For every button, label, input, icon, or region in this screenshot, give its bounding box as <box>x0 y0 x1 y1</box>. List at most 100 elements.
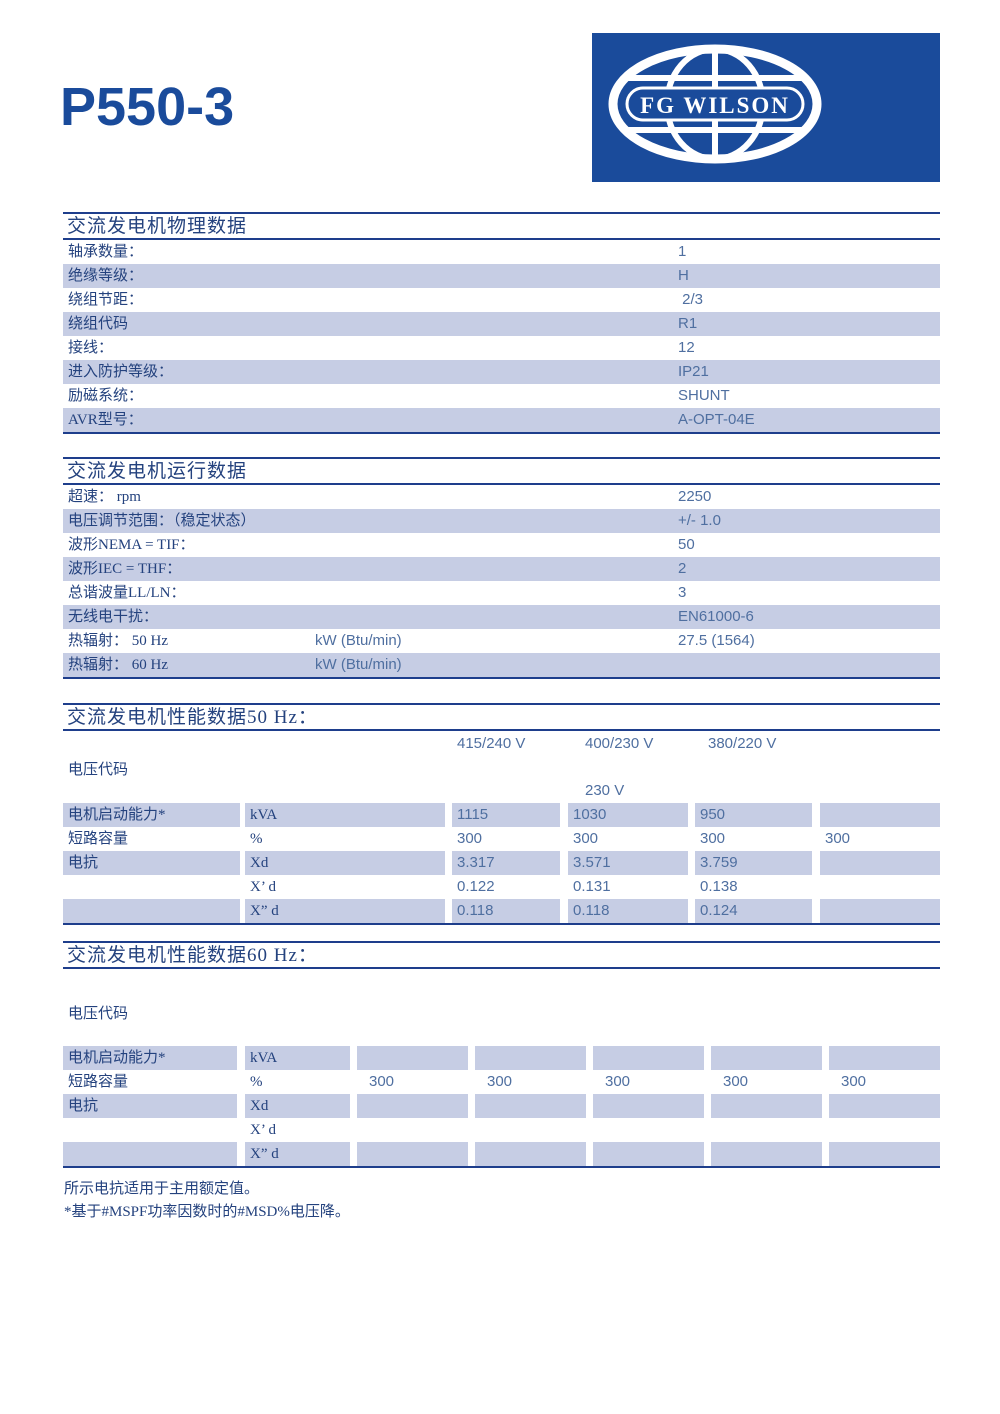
physical-data-list: 轴承数量： 1 绝缘等级： H 绕组节距： 2/3 绕组代码 R1 接线： 12… <box>63 240 940 434</box>
row-unit: % <box>250 1074 263 1090</box>
table-row: 绕组节距： 2/3 <box>63 288 940 312</box>
cell-value: 3.759 <box>695 851 812 875</box>
cell-value: 300 <box>369 1073 395 1090</box>
cell-value <box>593 1118 704 1142</box>
cell-value <box>820 803 940 827</box>
cell-value <box>829 1142 940 1166</box>
cell-value: 300 <box>841 1073 867 1090</box>
table-row: 轴承数量： 1 <box>63 240 940 264</box>
cell-value: 3.317 <box>452 851 560 875</box>
row-unit: kW (Btu/min) <box>315 632 402 649</box>
row-value: SHUNT <box>678 387 730 404</box>
cell-value: 0.118 <box>568 899 688 923</box>
row-label: 短路容量 <box>68 1074 129 1090</box>
section-physical-data: 交流发电机物理数据 轴承数量： 1 绝缘等级： H 绕组节距： 2/3 绕组代码… <box>63 212 940 434</box>
cell-value <box>711 1142 822 1166</box>
row-label: 波形NEMA = TIF： <box>68 537 195 553</box>
section-title: 交流发电机物理数据 <box>63 212 940 240</box>
section-performance-50hz: 交流发电机性能数据50 Hz： 415/240 V 400/230 V 380/… <box>63 703 940 925</box>
table-row: 热辐射： 50 Hz kW (Btu/min) 27.5 (1564) <box>63 629 940 653</box>
row-value: 27.5 (1564) <box>678 632 755 649</box>
performance-table-50hz: 电机启动能力* kVA 1115 1030 950 短路容量 % 300 300… <box>63 803 940 925</box>
cell-value: 3.571 <box>568 851 688 875</box>
row-unit: X’ d <box>250 1122 276 1138</box>
cell-value: 300 <box>605 1073 631 1090</box>
row-unit: Xd <box>245 851 445 875</box>
cell-value <box>829 1046 940 1070</box>
table-row: 总谐波量LL/LN： 3 <box>63 581 940 605</box>
voltage-code-label: 电压代码 <box>68 762 129 778</box>
row-value: IP21 <box>678 363 709 380</box>
cell-value: 0.118 <box>452 899 560 923</box>
table-row: 励磁系统： SHUNT <box>63 384 940 408</box>
row-value: H <box>678 267 689 284</box>
footnote-voltage-dip: *基于#MSPF功率因数时的#MSD%电压降。 <box>64 1204 350 1220</box>
table-row: 电机启动能力* kVA <box>63 1046 940 1070</box>
cell-value <box>593 1046 704 1070</box>
table-row: 电机启动能力* kVA 1115 1030 950 <box>63 803 940 827</box>
cell-value: 1115 <box>452 803 560 827</box>
cell-value: 300 <box>573 830 599 847</box>
cell-value: 0.122 <box>457 878 495 895</box>
row-label: 绕组节距： <box>68 292 144 308</box>
row-label: 波形IEC = THF： <box>68 561 182 577</box>
cell-value <box>711 1118 822 1142</box>
cell-value <box>829 1118 940 1142</box>
row-label <box>63 1118 237 1142</box>
row-unit: X” d <box>245 1142 350 1166</box>
row-label: 进入防护等级： <box>68 364 174 380</box>
voltage-column-header: 415/240 V <box>457 735 526 752</box>
table-row: 电抗 Xd <box>63 1094 940 1118</box>
table-row: 短路容量 % 300 300 300 300 <box>63 827 940 851</box>
cell-value <box>820 851 940 875</box>
row-unit: kVA <box>245 1046 350 1070</box>
table-row: X” d <box>63 1142 940 1166</box>
section-title: 交流发电机运行数据 <box>63 457 940 485</box>
row-label: 无线电干扰： <box>68 609 159 625</box>
globe-logo-icon: FG WILSON <box>592 33 940 182</box>
table-row: 电压调节范围：（稳定状态） +/- 1.0 <box>63 509 940 533</box>
row-value: 1 <box>678 243 687 260</box>
row-value: 2 <box>678 560 687 577</box>
footnote-reactance: 所示电抗适用于主用额定值。 <box>64 1181 260 1197</box>
table-row: 接线： 12 <box>63 336 940 360</box>
row-label: 总谐波量LL/LN： <box>68 585 186 601</box>
row-label: 热辐射： 60 Hz <box>68 657 168 673</box>
cell-value: 1030 <box>568 803 688 827</box>
operating-data-list: 超速： rpm 2250 电压调节范围：（稳定状态） +/- 1.0 波形NEM… <box>63 485 940 679</box>
cell-value <box>593 1142 704 1166</box>
row-label: 轴承数量： <box>68 244 144 260</box>
cell-value <box>357 1142 468 1166</box>
row-label: 电机启动能力* <box>63 1046 237 1070</box>
cell-value <box>820 899 940 923</box>
voltage-column-header: 380/220 V <box>708 735 777 752</box>
row-value: A-OPT-04E <box>678 411 755 428</box>
row-unit: kVA <box>245 803 445 827</box>
row-unit: % <box>250 831 263 847</box>
cell-value <box>475 1046 586 1070</box>
row-label <box>63 875 240 899</box>
cell-value <box>593 1094 704 1118</box>
cell-value: 0.138 <box>700 878 738 895</box>
table-row: X’ d 0.122 0.131 0.138 <box>63 875 940 899</box>
cell-value: 300 <box>825 830 851 847</box>
row-label: 绝缘等级： <box>68 268 144 284</box>
cell-value <box>357 1094 468 1118</box>
table-row: 电抗 Xd 3.317 3.571 3.759 <box>63 851 940 875</box>
cell-value <box>829 1094 940 1118</box>
row-unit: Xd <box>245 1094 350 1118</box>
row-value: 2250 <box>678 488 712 505</box>
row-label <box>63 1142 237 1166</box>
row-label: 励磁系统： <box>68 388 144 404</box>
cell-value <box>820 875 940 899</box>
row-unit: X’ d <box>250 879 276 895</box>
table-row: X” d 0.118 0.118 0.124 <box>63 899 940 923</box>
row-label: 超速： rpm <box>68 489 141 505</box>
section-title: 交流发电机性能数据60 Hz： <box>63 941 940 969</box>
table-row: 绕组代码 R1 <box>63 312 940 336</box>
cell-value <box>357 1046 468 1070</box>
cell-value: 300 <box>723 1073 749 1090</box>
section-title: 交流发电机性能数据50 Hz： <box>63 703 940 731</box>
table-row: X’ d <box>63 1118 940 1142</box>
voltage-sub-header: 230 V <box>585 782 625 799</box>
